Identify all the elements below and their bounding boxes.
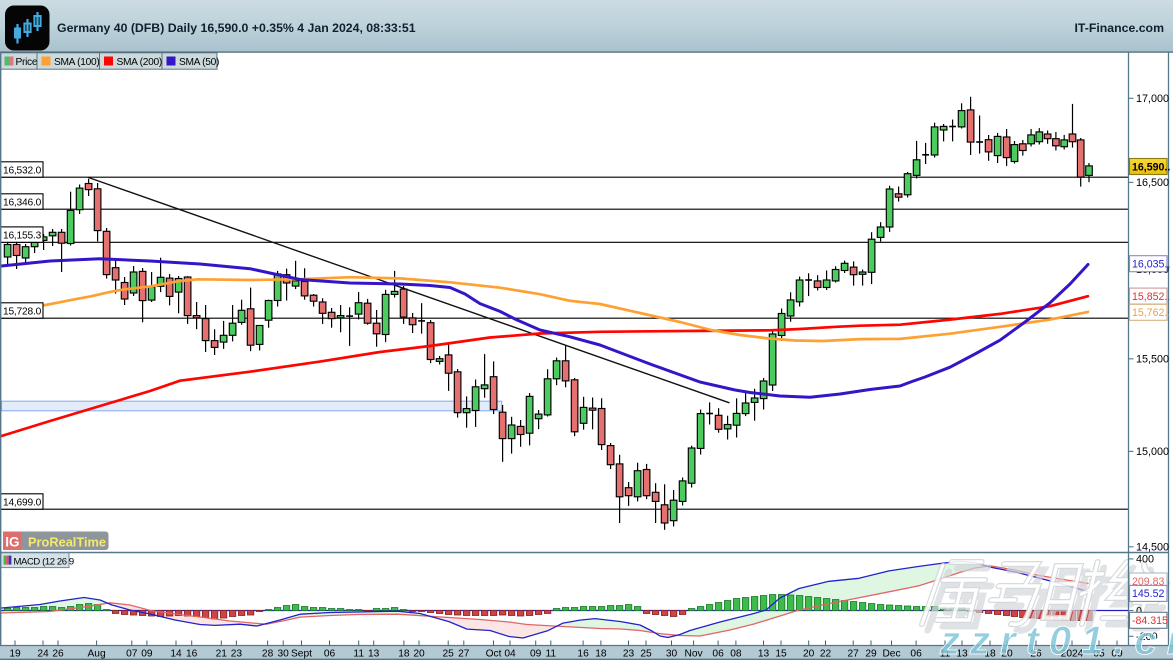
svg-text:13: 13 bbox=[758, 649, 770, 660]
svg-text:SMA (50): SMA (50) bbox=[179, 57, 219, 68]
svg-text:Germany 40 (DFB) Daily 16,590.: Germany 40 (DFB) Daily 16,590.0 +0.35% 4… bbox=[57, 21, 416, 35]
svg-text:25: 25 bbox=[443, 649, 455, 660]
svg-text:16,346.0: 16,346.0 bbox=[3, 198, 42, 209]
svg-text:ProRealTime: ProRealTime bbox=[28, 534, 106, 549]
svg-text:24: 24 bbox=[37, 649, 49, 660]
svg-text:15: 15 bbox=[775, 649, 787, 660]
svg-text:20: 20 bbox=[413, 649, 425, 660]
svg-text:16,155.3: 16,155.3 bbox=[3, 231, 42, 242]
svg-text:16,590..: 16,590.. bbox=[1132, 161, 1170, 173]
svg-text:09: 09 bbox=[1111, 649, 1123, 660]
svg-text:Aug: Aug bbox=[88, 649, 106, 660]
svg-text:16: 16 bbox=[186, 649, 198, 660]
svg-text:26: 26 bbox=[1030, 649, 1042, 660]
svg-text:29: 29 bbox=[865, 649, 877, 660]
svg-text:07: 07 bbox=[126, 649, 138, 660]
svg-text:IG: IG bbox=[5, 535, 19, 550]
svg-text:25: 25 bbox=[640, 649, 652, 660]
svg-text:15,852..: 15,852.. bbox=[1132, 291, 1170, 303]
svg-text:209.83: 209.83 bbox=[1132, 576, 1165, 588]
svg-text:400: 400 bbox=[1136, 554, 1154, 566]
svg-text:26: 26 bbox=[52, 649, 64, 660]
svg-text:14: 14 bbox=[170, 649, 182, 660]
svg-text:06: 06 bbox=[910, 649, 922, 660]
svg-text:20: 20 bbox=[803, 649, 815, 660]
svg-text:-84.315: -84.315 bbox=[1132, 615, 1168, 627]
svg-text:19: 19 bbox=[9, 649, 21, 660]
svg-text:06: 06 bbox=[324, 649, 336, 660]
svg-text:18: 18 bbox=[984, 649, 996, 660]
svg-text:SMA (200): SMA (200) bbox=[117, 57, 162, 68]
svg-text:09: 09 bbox=[530, 649, 542, 660]
svg-text:30: 30 bbox=[278, 649, 290, 660]
svg-text:27: 27 bbox=[458, 649, 470, 660]
svg-text:15,728.0: 15,728.0 bbox=[3, 307, 42, 318]
svg-text:SMA (100): SMA (100) bbox=[54, 57, 99, 68]
svg-text:16,500: 16,500 bbox=[1136, 177, 1169, 189]
svg-text:15,000: 15,000 bbox=[1136, 446, 1169, 458]
svg-text:13: 13 bbox=[368, 649, 380, 660]
svg-text:Dec: Dec bbox=[882, 649, 900, 660]
svg-text:-200: -200 bbox=[1136, 631, 1158, 643]
svg-text:30: 30 bbox=[666, 649, 678, 660]
svg-text:28: 28 bbox=[262, 649, 274, 660]
svg-text:18: 18 bbox=[398, 649, 410, 660]
svg-text:20: 20 bbox=[1001, 649, 1013, 660]
svg-text:2024: 2024 bbox=[1061, 649, 1084, 660]
svg-text:23: 23 bbox=[623, 649, 635, 660]
svg-text:27: 27 bbox=[848, 649, 860, 660]
svg-text:Oct: Oct bbox=[486, 649, 502, 660]
svg-text:0: 0 bbox=[1136, 605, 1142, 617]
svg-text:08: 08 bbox=[730, 649, 742, 660]
svg-text:MACD (12 26 9: MACD (12 26 9 bbox=[14, 556, 74, 567]
svg-text:11: 11 bbox=[353, 649, 364, 660]
svg-text:zzrt01.cn: zzrt01.cn bbox=[939, 619, 1173, 660]
svg-text:15,500: 15,500 bbox=[1136, 354, 1169, 366]
svg-text:14,699.0: 14,699.0 bbox=[3, 498, 42, 509]
svg-text:09: 09 bbox=[141, 649, 153, 660]
svg-text:Nov: Nov bbox=[685, 649, 704, 660]
svg-text:21: 21 bbox=[216, 649, 228, 660]
svg-text:11: 11 bbox=[940, 649, 951, 660]
svg-text:16,035..: 16,035.. bbox=[1132, 259, 1170, 271]
svg-text:145.52: 145.52 bbox=[1132, 588, 1165, 600]
svg-text:17,000: 17,000 bbox=[1136, 93, 1169, 105]
svg-text:16,532.0: 16,532.0 bbox=[3, 166, 42, 177]
svg-text:22: 22 bbox=[820, 649, 832, 660]
svg-text:06: 06 bbox=[712, 649, 724, 660]
svg-text:23: 23 bbox=[231, 649, 243, 660]
svg-text:16: 16 bbox=[577, 649, 589, 660]
svg-text:04: 04 bbox=[504, 649, 516, 660]
svg-text:05: 05 bbox=[1093, 649, 1105, 660]
svg-text:11: 11 bbox=[546, 649, 557, 660]
svg-text:Sept: Sept bbox=[291, 649, 312, 660]
svg-text:IT-Finance.com: IT-Finance.com bbox=[1074, 21, 1164, 35]
svg-text:13: 13 bbox=[956, 649, 968, 660]
svg-text:15,762..: 15,762.. bbox=[1132, 307, 1170, 319]
svg-text:18: 18 bbox=[595, 649, 607, 660]
svg-text:14,500: 14,500 bbox=[1136, 542, 1169, 554]
svg-text:Price: Price bbox=[16, 57, 38, 68]
